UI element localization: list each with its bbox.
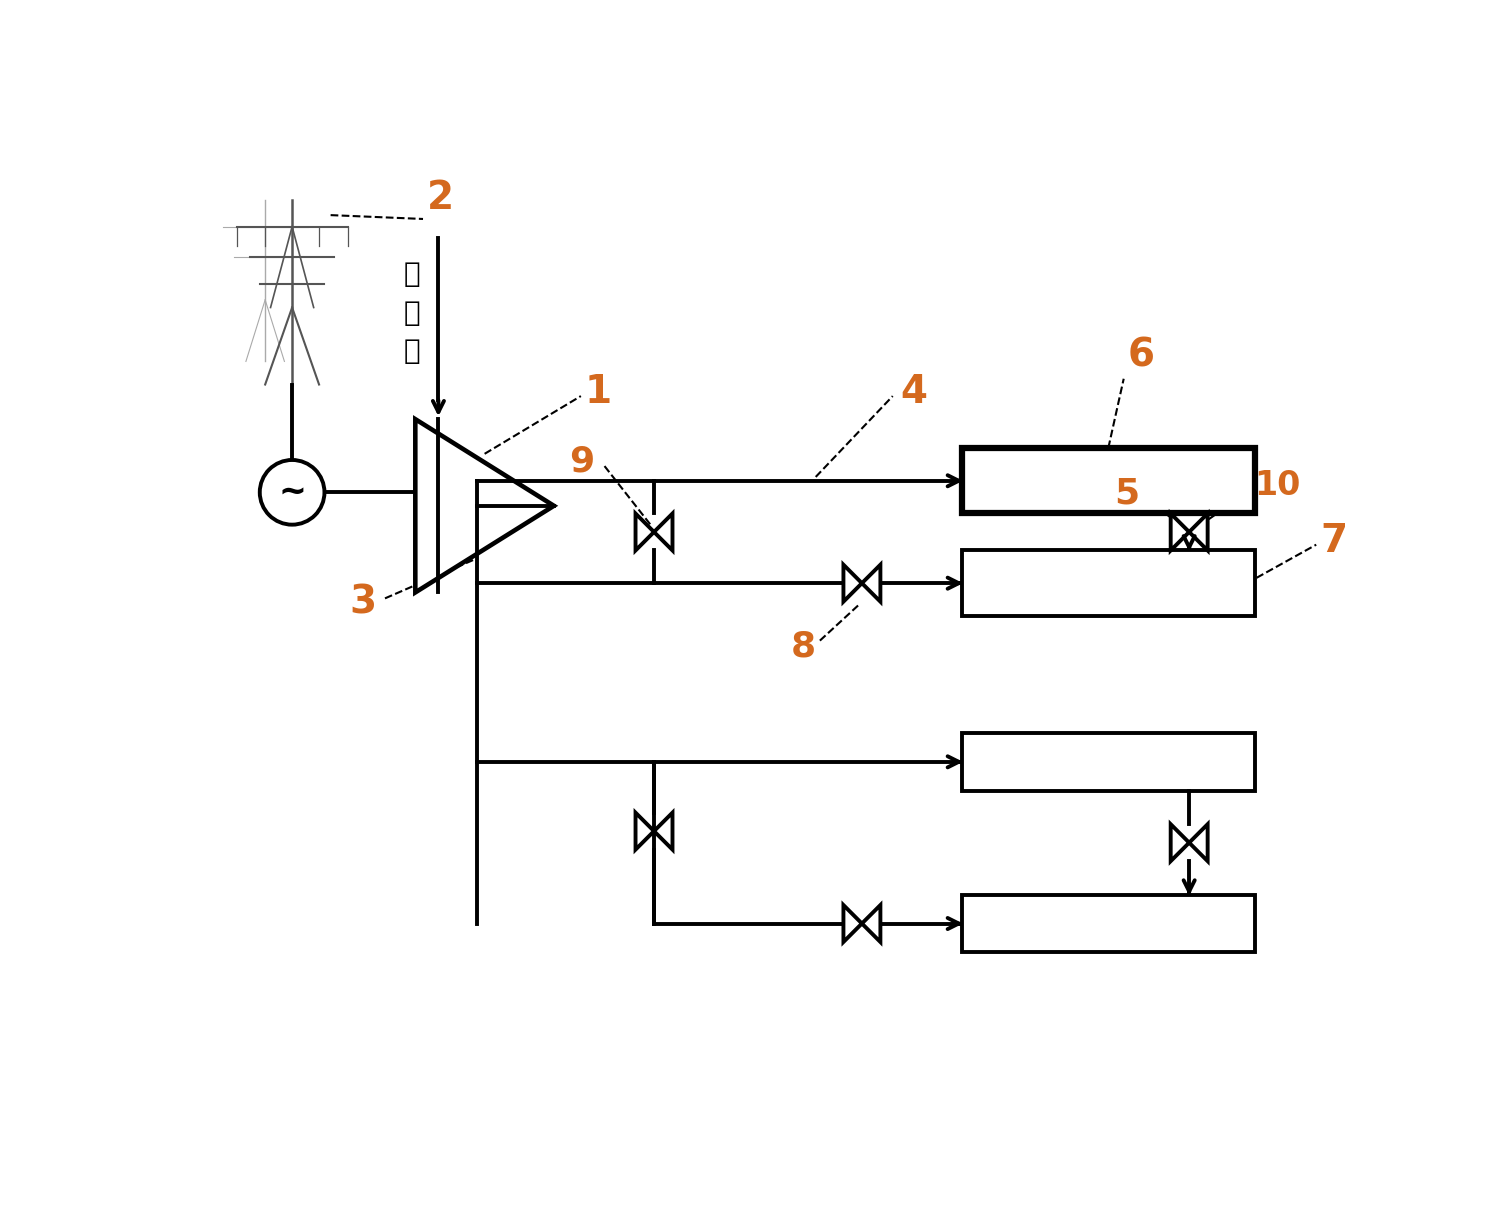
Text: 进: 进 (404, 338, 420, 365)
Polygon shape (1190, 513, 1208, 550)
Polygon shape (843, 905, 861, 942)
Polygon shape (654, 513, 673, 550)
Text: 5: 5 (1114, 476, 1139, 511)
Polygon shape (843, 565, 861, 602)
Polygon shape (636, 513, 654, 550)
Text: 4: 4 (901, 373, 928, 411)
Polygon shape (861, 565, 881, 602)
Circle shape (259, 460, 324, 524)
Polygon shape (654, 813, 673, 850)
Text: 气: 气 (404, 298, 420, 327)
Polygon shape (1170, 513, 1190, 550)
Polygon shape (1190, 824, 1208, 861)
Bar (962, 448, 1254, 513)
Bar (962, 895, 1254, 953)
Text: 6: 6 (1128, 336, 1155, 375)
Polygon shape (861, 905, 881, 942)
Bar (962, 733, 1254, 791)
Text: 1: 1 (584, 373, 611, 411)
Text: 10: 10 (1254, 469, 1301, 502)
Text: 9: 9 (569, 445, 593, 479)
Polygon shape (636, 813, 654, 850)
Text: 2: 2 (426, 178, 453, 216)
Text: 3: 3 (349, 583, 376, 621)
Polygon shape (416, 419, 554, 592)
Bar (962, 550, 1254, 616)
Text: 7: 7 (1321, 522, 1348, 560)
Text: 8: 8 (791, 629, 816, 663)
Text: 空: 空 (404, 260, 420, 289)
Text: ~: ~ (279, 475, 306, 508)
Polygon shape (1170, 824, 1190, 861)
